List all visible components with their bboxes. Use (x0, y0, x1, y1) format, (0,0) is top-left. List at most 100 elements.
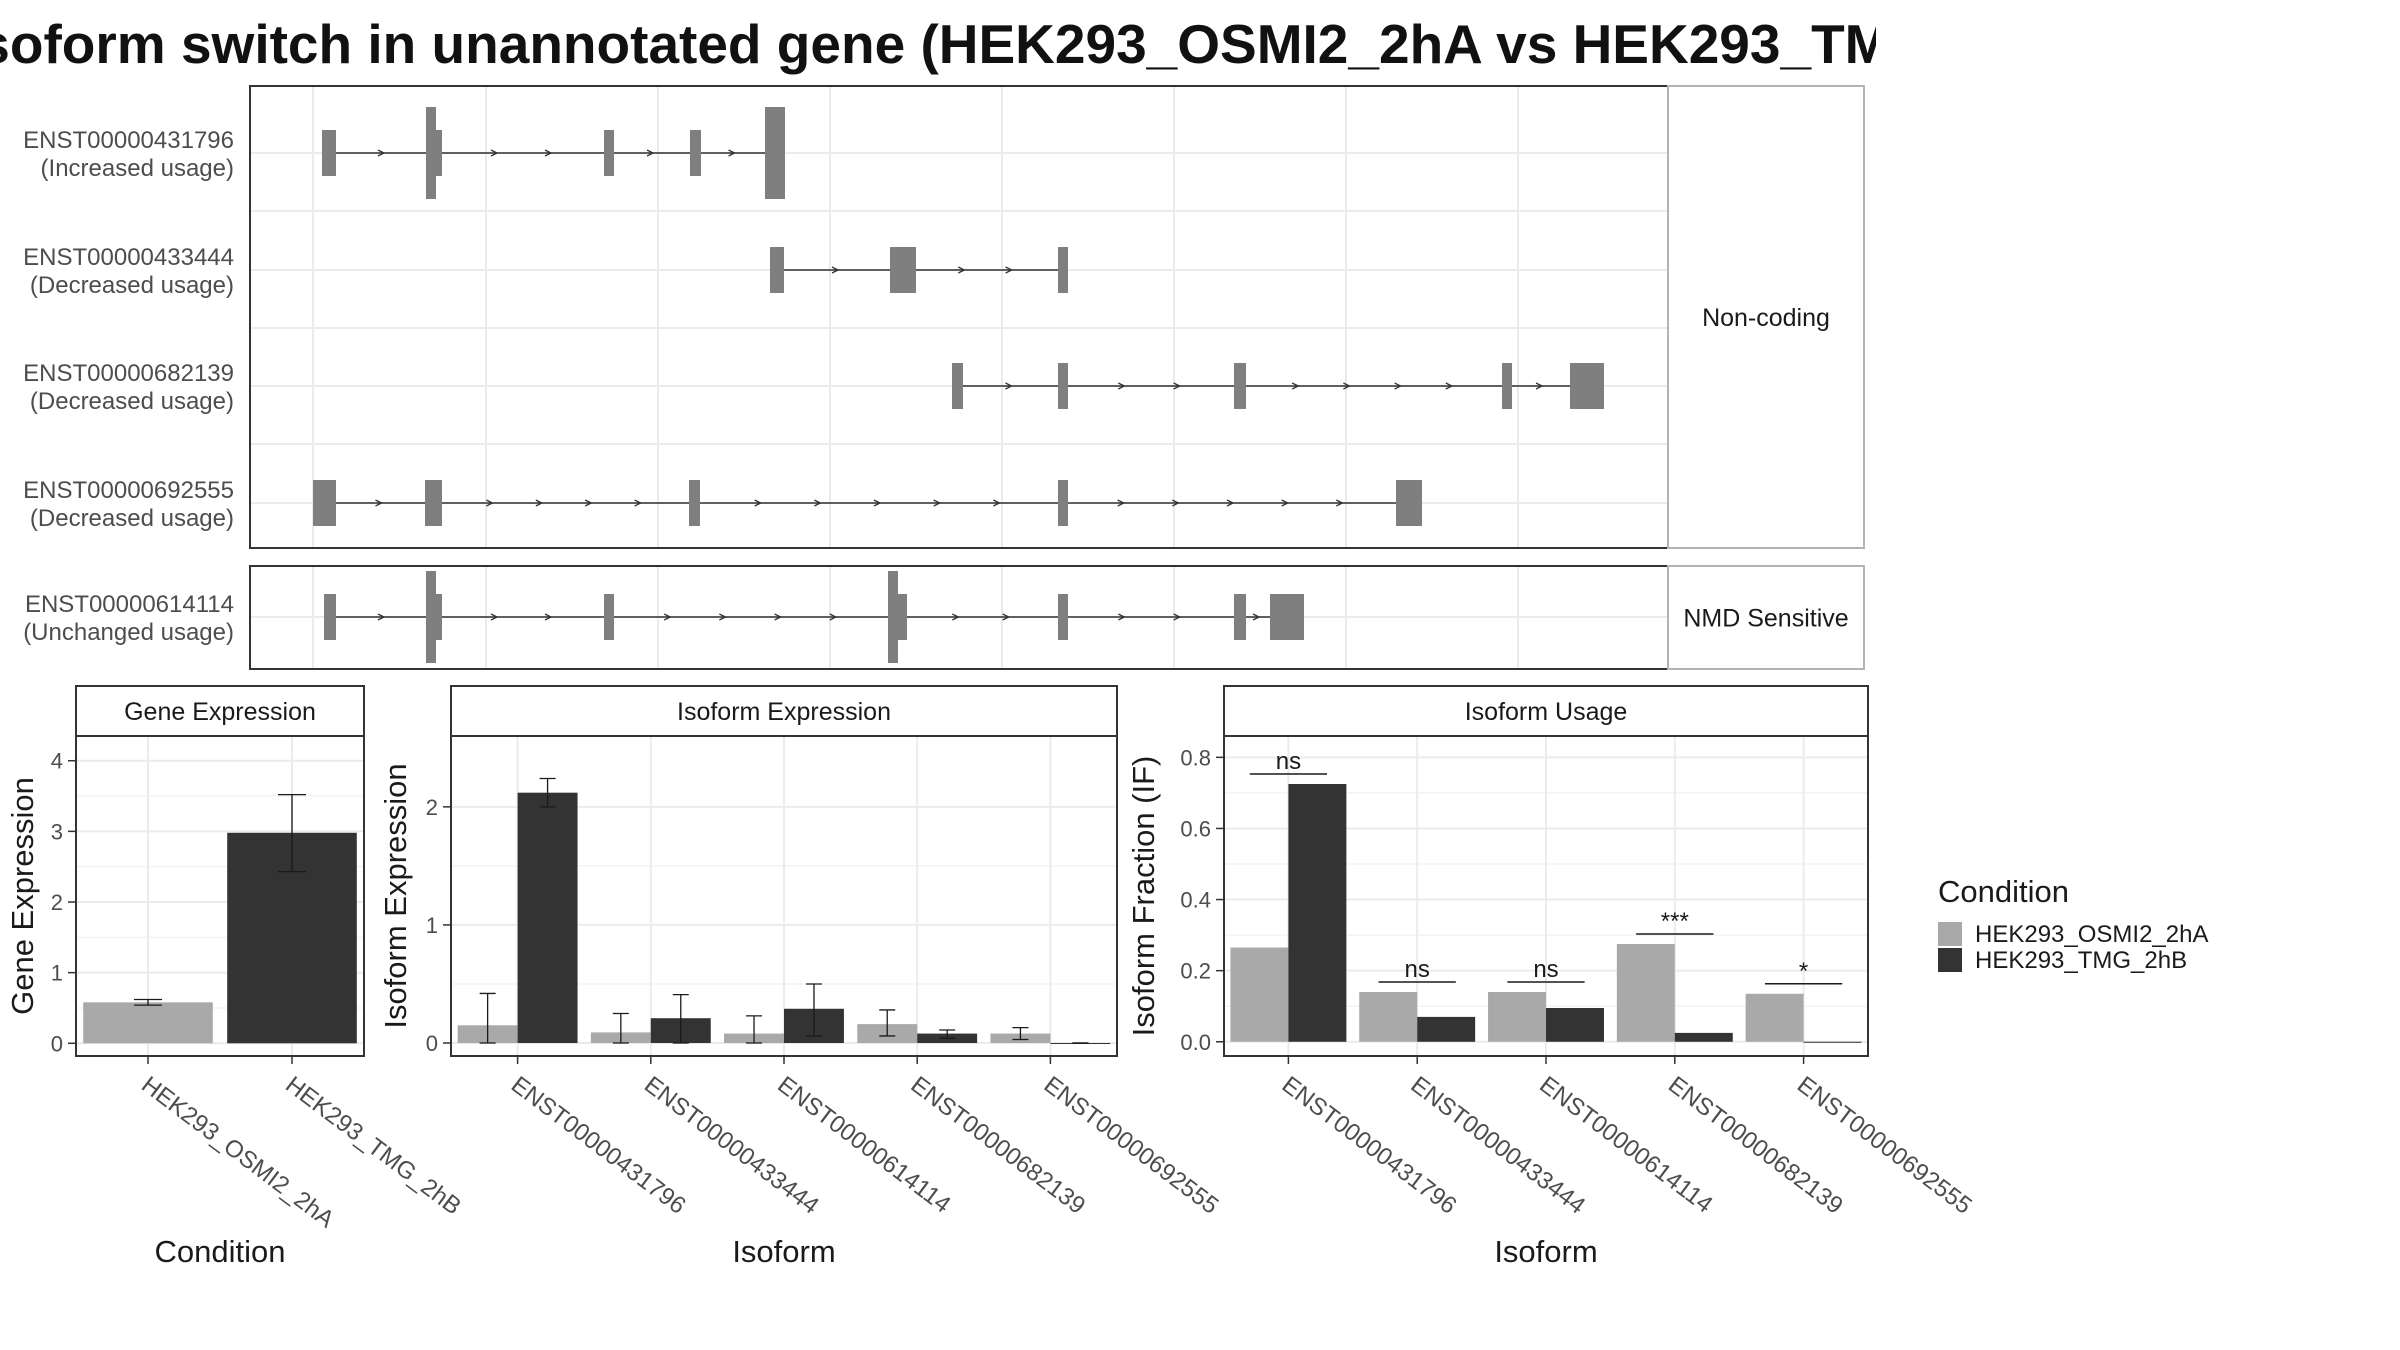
significance-label: ns (1405, 956, 1430, 983)
bar (83, 1002, 213, 1044)
legend-label: HEK293_OSMI2_2hA (1975, 921, 2208, 948)
y-axis-title: Gene Expression (5, 777, 40, 1015)
exon-block (313, 480, 336, 526)
exon-block (604, 594, 614, 640)
isoform-expression-panel: Isoform Expression012ENST00000431796ENST… (378, 685, 1223, 1269)
y-tick-label: 3 (51, 819, 63, 844)
bar (517, 792, 578, 1044)
y-tick-label: 2 (51, 890, 63, 915)
intron-arrow (1343, 382, 1351, 390)
exon-block (952, 363, 963, 409)
bar (1288, 784, 1347, 1042)
intron-arrow (774, 613, 783, 621)
exon-block (1234, 363, 1246, 409)
transcript-id-label: ENST00000431796 (23, 127, 234, 154)
exon-block (689, 480, 700, 526)
intron-arrow (1394, 382, 1403, 390)
significance-label: ns (1276, 748, 1301, 775)
exon-block (890, 594, 907, 640)
panel-strip (75, 685, 365, 737)
intron-arrow (1173, 382, 1182, 390)
intron-arrow (829, 613, 838, 621)
intron-arrow (544, 149, 553, 157)
intron-arrow (754, 499, 763, 507)
exon-block (425, 480, 442, 526)
y-tick-label: 0.2 (1180, 959, 1211, 984)
intron-arrow (1005, 266, 1014, 274)
transcript-usage-label: (Decreased usage) (30, 388, 234, 415)
structure-panel-bg (250, 86, 1668, 548)
y-tick-label: 1 (51, 961, 63, 986)
transcript-id-label: ENST00000692555 (23, 477, 234, 504)
figure-title-text: Isoform switch in unannotated gene (HEK2… (0, 13, 1876, 75)
intron-arrow (1535, 382, 1544, 390)
intron-arrow (646, 149, 655, 157)
intron-arrow (377, 613, 386, 621)
transcript-usage-label: (Decreased usage) (30, 505, 234, 532)
intron-arrow (873, 499, 882, 507)
exon-block (322, 130, 336, 176)
y-tick-label: 0 (51, 1031, 63, 1056)
isoform-structure-panel: Non-coding ENST00000431796(Increased usag… (23, 85, 1865, 670)
exon-block (766, 130, 781, 176)
panel-strip (1223, 685, 1869, 737)
legend-swatch (1938, 922, 1962, 946)
intron-arrow (1118, 382, 1126, 390)
figure-title: Isoform switch in unannotated gene (HEK2… (0, 0, 1876, 90)
y-tick-label: 1 (426, 913, 438, 938)
y-tick-label: 0.8 (1180, 745, 1211, 770)
y-tick-label: 0.4 (1180, 888, 1211, 913)
intron-arrow (490, 613, 499, 621)
intron-arrow (952, 613, 960, 621)
intron-arrow (663, 613, 672, 621)
panel-title: Gene Expression (124, 698, 316, 726)
bar (1230, 947, 1289, 1042)
intron-arrow (728, 149, 736, 157)
x-axis-title: Condition (155, 1234, 286, 1269)
y-tick-label: 0 (426, 1031, 438, 1056)
exon-block (890, 247, 916, 293)
exon-block (430, 594, 442, 640)
exon-block (604, 130, 614, 176)
bar (1674, 1032, 1733, 1042)
panel-title: Isoform Usage (1465, 698, 1628, 726)
structure-group-label: NMD Sensitive (1683, 605, 1848, 633)
intron-arrow (814, 499, 822, 507)
intron-arrow (1291, 382, 1300, 390)
intron-arrow (1226, 499, 1235, 507)
transcript-usage-label: (Decreased usage) (30, 272, 234, 299)
x-axis-title: Isoform (732, 1234, 835, 1269)
transcript-usage-label: (Unchanged usage) (23, 619, 234, 646)
y-tick-label: 4 (51, 749, 63, 774)
bar (1488, 992, 1546, 1042)
intron-arrow (544, 613, 553, 621)
exon-block (690, 130, 701, 176)
y-tick-label: 0.0 (1180, 1030, 1211, 1055)
bar (1546, 1008, 1604, 1042)
panel-border (75, 735, 365, 1057)
panel-title: Isoform Expression (677, 698, 891, 726)
y-axis-title: Isoform Expression (378, 763, 413, 1028)
intron-arrow (1117, 499, 1126, 507)
intron-arrow (1281, 499, 1290, 507)
bar (1417, 1016, 1476, 1042)
transcript-id-label: ENST00000433444 (23, 244, 234, 271)
significance-label: ns (1533, 956, 1558, 983)
intron-arrow (958, 266, 966, 274)
exon-block (1058, 363, 1068, 409)
exon-block (1570, 363, 1604, 409)
exon-block (1270, 594, 1304, 640)
intron-arrow (1252, 613, 1261, 621)
exon-block (1396, 480, 1422, 526)
intron-arrow (584, 499, 593, 507)
intron-arrow (377, 149, 386, 157)
exon-block (1058, 247, 1068, 293)
bar (1745, 993, 1804, 1042)
intron-arrow (375, 499, 383, 507)
intron-arrow (1172, 499, 1180, 507)
exon-block (770, 247, 784, 293)
intron-arrow (933, 499, 942, 507)
intron-arrow (1336, 499, 1344, 507)
exon-block (1502, 363, 1512, 409)
